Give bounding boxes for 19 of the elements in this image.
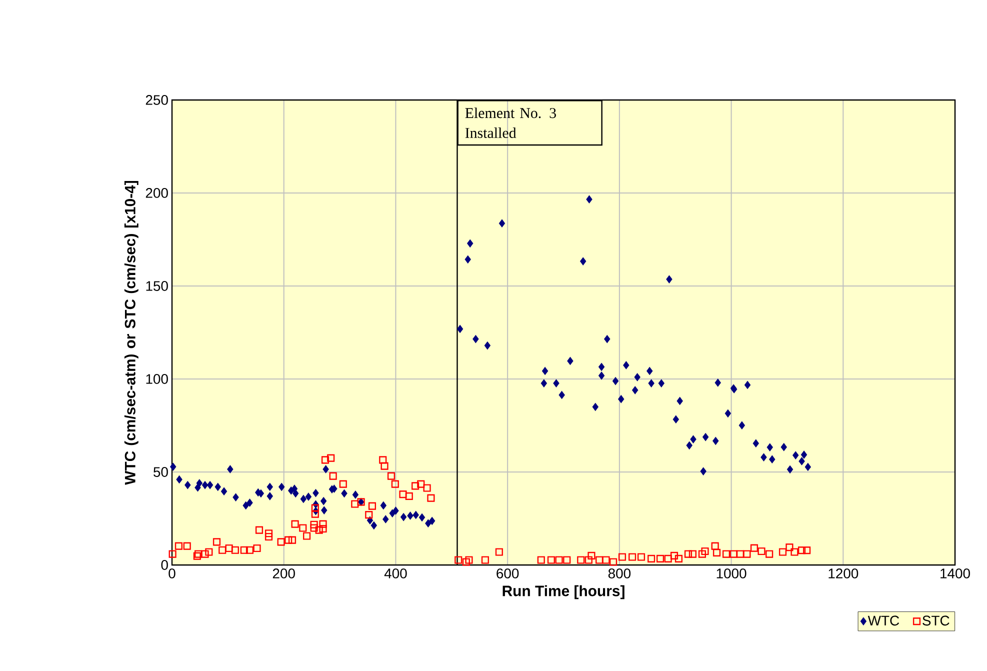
y-tick-label: 250 <box>146 95 168 105</box>
x-tick-label: 1400 <box>940 568 970 578</box>
x-axis-title: Run Time [hours] <box>502 585 624 600</box>
x-tick-label: 1000 <box>716 568 746 578</box>
x-tick-label: 600 <box>496 568 519 578</box>
legend-label: WTC <box>868 616 900 626</box>
y-tick-label: 100 <box>146 374 168 384</box>
y-tick-label: 50 <box>154 467 168 477</box>
x-tick-label: 200 <box>272 568 295 578</box>
legend-label: STC <box>922 616 950 626</box>
x-tick-label: 1200 <box>828 568 858 578</box>
x-tick-label: 0 <box>168 568 176 578</box>
y-tick-label: 0 <box>161 560 168 570</box>
y-axis-title: WTC (cm/sec-atm) or STC (cm/sec) [x10-4] <box>124 180 138 485</box>
x-tick-label: 800 <box>608 568 631 578</box>
ref-line-label: Element No. 3 Installed <box>465 108 556 138</box>
y-tick-label: 150 <box>146 281 168 291</box>
x-tick-label: 400 <box>384 568 407 578</box>
y-tick-label: 200 <box>146 188 168 198</box>
